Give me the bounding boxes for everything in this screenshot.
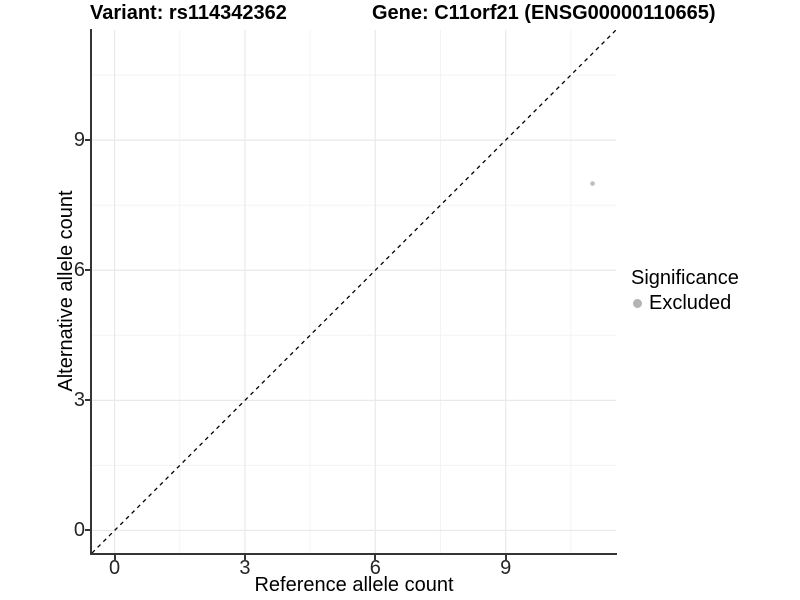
legend-label: Excluded <box>649 292 732 314</box>
legend-title: Significance <box>631 267 739 289</box>
y-tick-label: 6 <box>73 259 85 282</box>
y-tick-mark <box>85 269 90 272</box>
plot-title-gene: Gene: C11orf21 (ENSG00000110665) <box>372 2 716 24</box>
chart-svg <box>92 30 616 553</box>
x-axis-line <box>90 553 617 555</box>
x-tick-label: 3 <box>239 557 251 579</box>
plot-panel <box>92 30 616 553</box>
x-tick-mark <box>374 555 377 560</box>
data-point <box>590 181 595 186</box>
x-tick-mark <box>113 555 116 560</box>
legend-item: Excluded <box>631 291 739 315</box>
x-tick-mark <box>504 555 507 560</box>
plot-title-variant: Variant: rs114342362 <box>90 2 287 24</box>
identity-line <box>92 30 616 553</box>
y-tick-label: 9 <box>73 129 85 152</box>
legend-items: Excluded <box>631 291 739 315</box>
x-axis-label: Reference allele count <box>254 574 454 596</box>
y-tick-mark <box>85 399 90 402</box>
y-tick-label: 0 <box>73 519 85 542</box>
x-tick-label: 6 <box>369 557 381 579</box>
y-tick-mark <box>85 139 90 142</box>
legend: Significance Excluded <box>631 266 739 315</box>
y-axis-label: Alternative allele count <box>55 190 77 392</box>
y-tick-mark <box>85 529 90 532</box>
legend-point-icon <box>633 298 642 308</box>
x-tick-mark <box>243 555 246 560</box>
x-tick-label: 9 <box>500 557 512 579</box>
x-tick-label: 0 <box>109 557 121 579</box>
y-tick-label: 3 <box>73 389 85 412</box>
y-axis-line <box>90 29 92 555</box>
